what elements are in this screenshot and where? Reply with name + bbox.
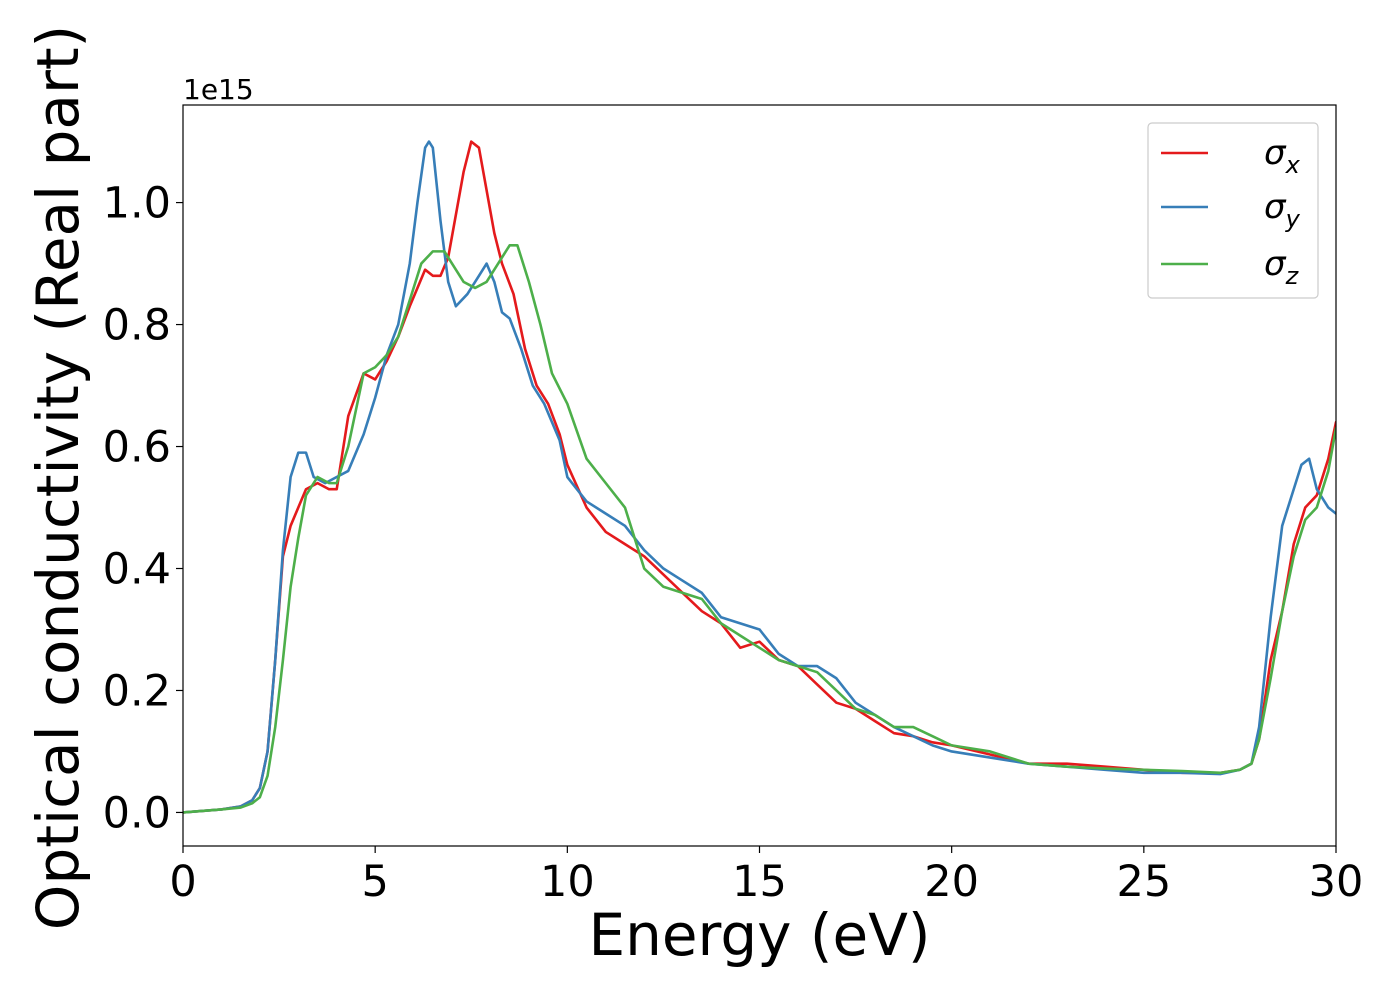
x-axis-ticks: 0 5 10 15 20 25 30 [169, 846, 1363, 907]
x-tick-label: 5 [361, 857, 388, 907]
series-line-z [183, 243, 1336, 814]
x-tick-label: 20 [924, 857, 979, 907]
y-tick-label: 0.4 [103, 545, 171, 595]
legend-box [1147, 122, 1319, 299]
y-tick-label: 0.6 [103, 423, 171, 473]
y-axis-title: Optical conductivity (Real part) [24, 25, 92, 930]
x-tick-label: 30 [1309, 857, 1364, 907]
y-tick-label: 0.2 [103, 666, 171, 716]
legend-items: σx σy σz [1161, 133, 1301, 290]
legend-label-z: σz [1264, 244, 1300, 290]
y-axis-ticks: 0.0 0.2 0.4 0.6 0.8 1.0 [103, 179, 183, 838]
legend-label-y: σy [1264, 187, 1301, 233]
x-tick-label: 0 [169, 857, 196, 907]
legend: σx σy σz [1147, 122, 1319, 299]
series-lines [183, 140, 1336, 814]
series-line-y [183, 140, 1336, 814]
y-tick-label: 0.8 [103, 301, 171, 351]
x-tick-label: 25 [1116, 857, 1171, 907]
y-offset-label: 1e15 [183, 73, 254, 106]
y-tick-label: 0.0 [103, 788, 171, 838]
y-tick-label: 1.0 [103, 179, 171, 229]
x-tick-label: 15 [732, 857, 787, 907]
legend-label-x: σx [1264, 133, 1301, 179]
x-axis-title: Energy (eV) [588, 901, 930, 969]
x-tick-label: 10 [540, 857, 595, 907]
